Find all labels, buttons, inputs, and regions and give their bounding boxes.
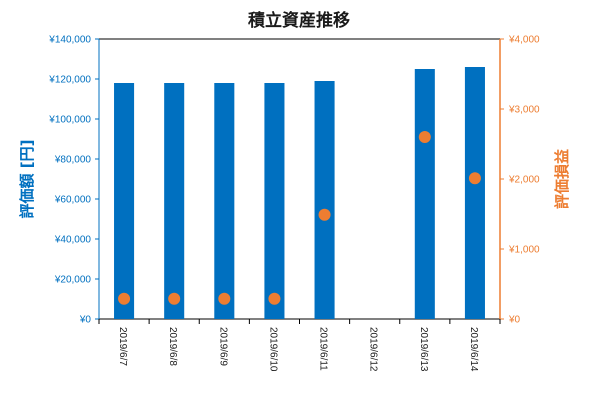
data-point — [268, 292, 281, 305]
x-tick-label: 2019/6/11 — [318, 327, 329, 371]
data-point — [168, 292, 181, 305]
bar — [414, 69, 435, 319]
marker-series — [118, 131, 481, 305]
data-point — [468, 172, 481, 185]
left-tick-label: ¥80,000 — [54, 155, 92, 166]
x-tick-label: 2019/6/13 — [418, 327, 429, 372]
left-tick-label: ¥0 — [79, 315, 92, 326]
right-tick-label: ¥1,000 — [508, 245, 540, 256]
x-tick-label: 2019/6/10 — [267, 327, 278, 372]
right-tick-label: ¥4,000 — [508, 35, 540, 46]
right-y-axis: ¥0 ¥1,000 ¥2,000 ¥3,000 ¥4,000 — [499, 35, 540, 326]
plot-area — [98, 38, 501, 320]
bar — [314, 81, 335, 319]
right-tick-label: ¥2,000 — [508, 175, 540, 186]
x-tick-label: 2019/6/8 — [167, 327, 178, 366]
data-point — [318, 208, 331, 221]
bar — [164, 83, 185, 319]
left-tick-label: ¥60,000 — [54, 195, 92, 206]
right-tick-label: ¥3,000 — [508, 105, 540, 116]
right-tick-label: ¥0 — [508, 315, 521, 326]
y2-axis-label: 評価損益 — [553, 149, 571, 209]
left-tick-label: ¥40,000 — [54, 235, 92, 246]
data-point — [418, 131, 431, 143]
chart-title: 積立資産推移 — [248, 10, 350, 31]
left-tick-label: ¥100,000 — [48, 115, 91, 126]
left-y-axis: ¥0 ¥20,000 ¥40,000 ¥60,000 ¥80,000 ¥100,000 ¥1… — [48, 35, 100, 326]
bar-series — [114, 67, 485, 319]
bar — [264, 83, 285, 319]
bar — [464, 67, 485, 319]
x-tick-label: 2019/6/12 — [368, 327, 379, 372]
x-axis: 2019/6/7 2019/6/8 2019/6/9 2019/6/10 2019/6/… — [98, 319, 501, 372]
data-point — [218, 292, 231, 305]
x-tick-label: 2019/6/9 — [217, 327, 228, 366]
data-point — [118, 292, 131, 305]
left-tick-label: ¥120,000 — [48, 75, 91, 86]
x-tick-label: 2019/6/14 — [468, 327, 479, 372]
left-tick-label: ¥20,000 — [54, 275, 92, 286]
bar — [114, 83, 135, 319]
x-tick-label: 2019/6/7 — [117, 327, 128, 366]
y-axis-label: 評価額 [円] — [18, 140, 36, 219]
bar — [214, 83, 235, 319]
left-tick-label: ¥140,000 — [48, 35, 91, 46]
